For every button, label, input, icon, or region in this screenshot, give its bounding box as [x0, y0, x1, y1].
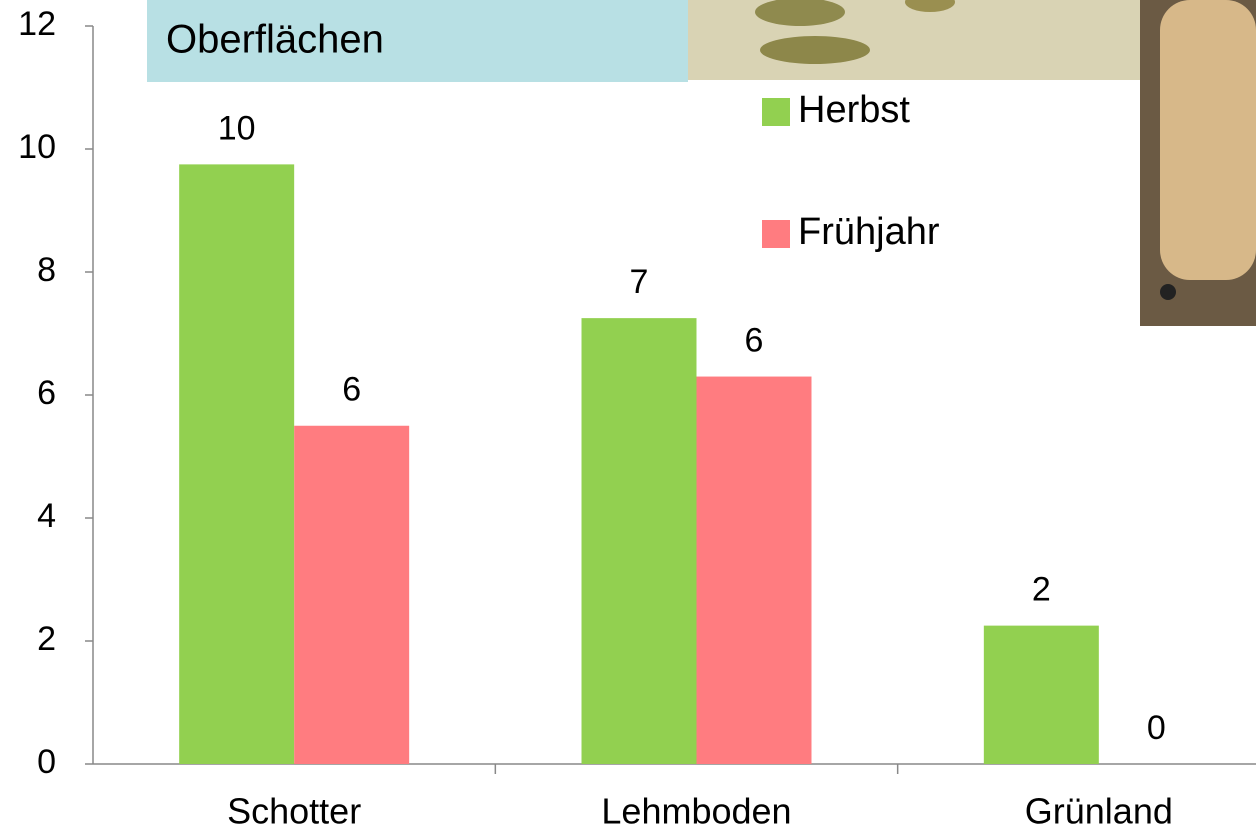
data-label: 10 — [218, 109, 256, 147]
chart-title: Oberflächen — [166, 18, 384, 62]
data-label: 6 — [342, 371, 361, 409]
data-label: 6 — [745, 322, 764, 360]
legend-label: Herbst — [798, 89, 910, 131]
y-tick-label: 8 — [37, 251, 56, 289]
legend-swatch — [762, 220, 790, 248]
y-tick-label: 10 — [18, 128, 56, 166]
bar — [294, 425, 410, 764]
x-tick-label: Schotter — [227, 791, 361, 832]
data-label: 0 — [1147, 709, 1166, 747]
bar — [983, 625, 1099, 764]
y-tick-label: 0 — [37, 743, 56, 781]
legend-label: Frühjahr — [798, 211, 940, 253]
data-label: 7 — [630, 263, 649, 301]
legend-swatch — [762, 98, 790, 126]
y-tick-label: 4 — [37, 497, 56, 535]
photo-top — [688, 0, 1140, 80]
data-label: 2 — [1032, 571, 1051, 609]
y-tick-label: 2 — [37, 620, 56, 658]
bar — [581, 318, 697, 764]
bar — [179, 164, 295, 764]
x-tick-label: Lehmboden — [601, 791, 791, 832]
x-tick-label: Grünland — [1025, 791, 1173, 832]
y-tick-label: 12 — [18, 5, 56, 43]
bar — [696, 376, 812, 764]
photo-right — [1140, 0, 1256, 326]
title-box — [147, 0, 688, 82]
y-tick-label: 6 — [37, 374, 56, 412]
